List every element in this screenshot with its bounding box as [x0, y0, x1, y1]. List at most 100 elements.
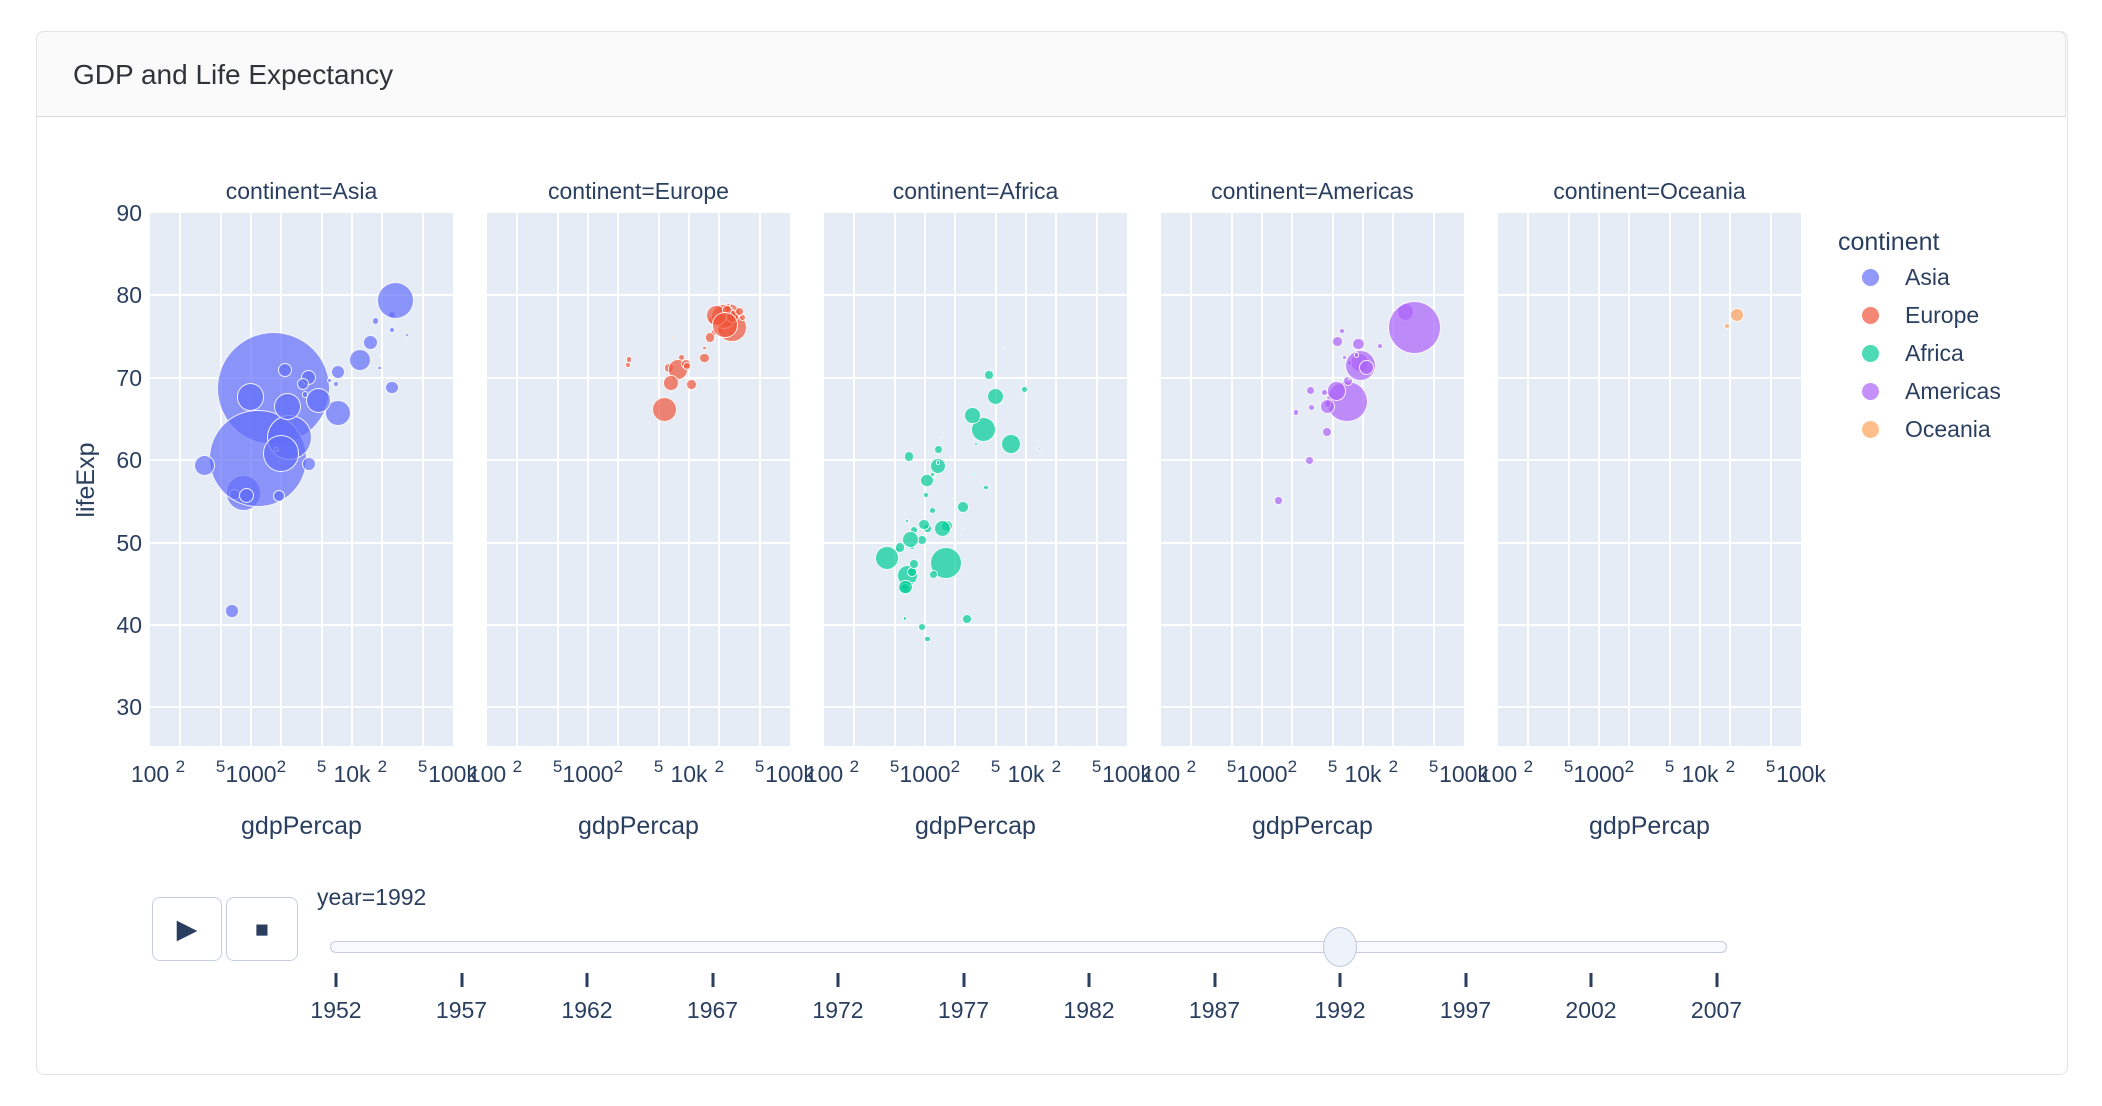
play-button[interactable]: ▶: [152, 897, 222, 961]
bubble[interactable]: [194, 455, 216, 477]
bubble[interactable]: [898, 579, 913, 595]
bubble[interactable]: [1353, 351, 1360, 358]
bubble[interactable]: [238, 488, 254, 504]
bubble[interactable]: [987, 388, 1005, 406]
slider-tick-label[interactable]: 1972: [812, 997, 864, 1023]
facet-plot-americas[interactable]: [1161, 213, 1464, 746]
bubble[interactable]: [404, 332, 409, 337]
slider-tick-label[interactable]: 1952: [310, 997, 362, 1023]
bubble[interactable]: [225, 604, 239, 618]
bubble[interactable]: [262, 435, 299, 472]
bubble[interactable]: [371, 317, 380, 325]
bubble[interactable]: [1730, 308, 1745, 323]
bubble[interactable]: [1358, 360, 1374, 376]
bubble[interactable]: [332, 380, 339, 387]
bubble[interactable]: [1305, 455, 1315, 465]
bubble[interactable]: [1326, 381, 1347, 401]
slider-tick-label[interactable]: 1982: [1063, 997, 1115, 1023]
legend-item-asia[interactable]: Asia: [1862, 262, 1950, 292]
bubble[interactable]: [702, 345, 707, 351]
bubble[interactable]: [712, 312, 738, 338]
bubble[interactable]: [682, 362, 691, 371]
bubble[interactable]: [1020, 385, 1028, 393]
facet-plot-asia[interactable]: [150, 213, 453, 746]
facet-plot-europe[interactable]: [487, 213, 790, 746]
bubble[interactable]: [940, 437, 943, 440]
slider-tick-label[interactable]: 2007: [1690, 997, 1743, 1023]
bubble[interactable]: [1003, 346, 1006, 350]
facet-plot-oceania[interactable]: [1498, 213, 1801, 746]
bubble[interactable]: [297, 377, 310, 390]
bubble[interactable]: [1332, 336, 1343, 347]
bubble[interactable]: [388, 326, 395, 333]
bubble[interactable]: [1306, 385, 1316, 395]
bubble[interactable]: [376, 281, 414, 319]
bubble[interactable]: [704, 332, 716, 343]
bubble[interactable]: [1347, 376, 1352, 381]
bubble[interactable]: [330, 364, 346, 380]
legend-item-africa[interactable]: Africa: [1862, 338, 1964, 368]
bubble[interactable]: [277, 362, 292, 377]
bubble[interactable]: [962, 614, 973, 625]
bubble[interactable]: [1274, 496, 1283, 505]
bubble[interactable]: [929, 457, 947, 475]
slider-tick-label[interactable]: 1977: [937, 997, 990, 1023]
bubble[interactable]: [970, 416, 997, 443]
legend-item-europe[interactable]: Europe: [1862, 300, 1979, 330]
bubble[interactable]: [903, 451, 915, 463]
bubble[interactable]: [961, 528, 964, 531]
bubble[interactable]: [236, 382, 265, 411]
bubble[interactable]: [1321, 389, 1329, 397]
bubble[interactable]: [933, 519, 952, 538]
bubble[interactable]: [928, 569, 939, 580]
slider-tick-label[interactable]: 1987: [1188, 997, 1241, 1023]
bubble[interactable]: [923, 491, 930, 498]
bubble[interactable]: [957, 501, 969, 513]
bubble[interactable]: [662, 374, 679, 391]
bubble[interactable]: [699, 352, 710, 364]
slider-handle[interactable]: [1323, 927, 1357, 967]
bubble[interactable]: [983, 484, 989, 490]
bubble[interactable]: [301, 457, 316, 472]
bubble[interactable]: [376, 365, 382, 371]
bubble[interactable]: [1307, 403, 1316, 412]
bubble[interactable]: [909, 559, 919, 569]
bubble[interactable]: [327, 377, 333, 383]
bubble[interactable]: [917, 623, 926, 632]
bubble[interactable]: [1376, 342, 1383, 349]
bubble[interactable]: [1723, 322, 1730, 329]
bubble[interactable]: [894, 542, 905, 553]
slider-track[interactable]: [330, 941, 1727, 953]
bubble[interactable]: [972, 473, 976, 477]
bubble[interactable]: [902, 616, 908, 621]
bubble[interactable]: [902, 530, 920, 548]
bubble[interactable]: [1342, 354, 1348, 360]
bubble[interactable]: [1342, 375, 1354, 387]
bubble[interactable]: [625, 356, 633, 364]
bubble[interactable]: [917, 518, 930, 531]
bubble[interactable]: [1352, 337, 1365, 351]
bubble[interactable]: [273, 392, 301, 421]
bubble[interactable]: [379, 355, 382, 358]
bubble[interactable]: [934, 444, 944, 455]
bubble[interactable]: [933, 476, 936, 479]
bubble[interactable]: [906, 567, 917, 577]
bubble[interactable]: [1000, 434, 1021, 455]
bubble[interactable]: [1292, 408, 1300, 416]
bubble[interactable]: [984, 370, 995, 381]
bubble[interactable]: [920, 474, 934, 488]
bubble[interactable]: [1338, 327, 1345, 334]
bubble[interactable]: [272, 490, 285, 503]
bubble[interactable]: [735, 307, 745, 317]
bubble[interactable]: [1016, 378, 1020, 382]
stop-button[interactable]: ■: [226, 897, 298, 961]
bubble[interactable]: [924, 635, 932, 643]
slider-tick-label[interactable]: 1967: [686, 997, 739, 1023]
facet-plot-africa[interactable]: [824, 213, 1127, 746]
slider-tick-label[interactable]: 1957: [435, 997, 488, 1023]
bubble[interactable]: [928, 506, 937, 515]
bubble[interactable]: [651, 397, 677, 423]
bubble[interactable]: [930, 471, 936, 477]
bubble[interactable]: [385, 380, 399, 395]
slider-tick-label[interactable]: 1992: [1314, 997, 1366, 1023]
